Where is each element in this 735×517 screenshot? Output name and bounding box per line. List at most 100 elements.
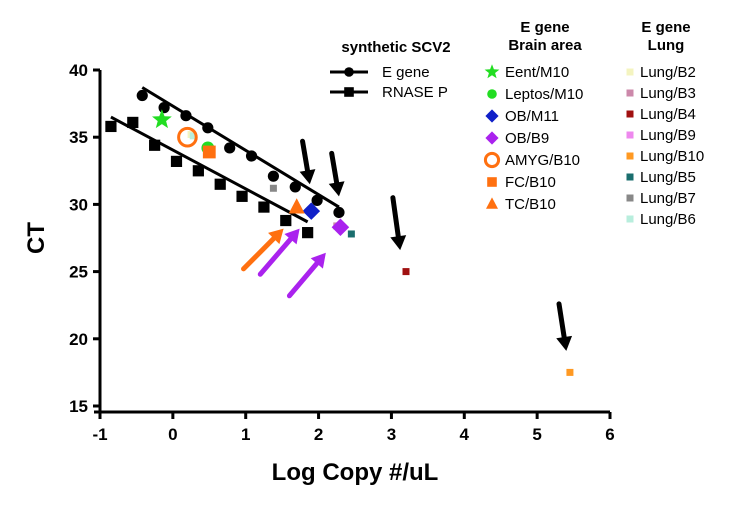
fit-line <box>110 115 309 224</box>
y-tick-label: 35 <box>69 128 88 147</box>
data-point <box>566 368 574 376</box>
annotation-arrowhead <box>390 235 407 251</box>
x-tick-label: 0 <box>168 425 177 444</box>
data-point <box>149 139 161 151</box>
data-point <box>192 165 204 177</box>
annotation-arrow <box>329 150 340 186</box>
annotation-arrow <box>390 195 401 239</box>
data-point <box>152 109 172 129</box>
data-point <box>267 170 279 182</box>
legend-label: RNASE P <box>382 84 448 101</box>
annotation-arrowhead <box>556 335 573 351</box>
legend-label: FC/B10 <box>505 174 556 191</box>
x-tick-label: 4 <box>460 425 470 444</box>
y-tick-label: 20 <box>69 330 88 349</box>
legend-marker <box>344 67 354 77</box>
data-point <box>136 89 148 102</box>
data-point <box>289 181 301 193</box>
legend-marker <box>485 131 499 145</box>
data-point <box>105 120 117 133</box>
legend-marker <box>484 64 500 79</box>
data-point <box>177 126 198 148</box>
legend-marker <box>626 173 634 181</box>
data-point <box>333 206 345 219</box>
x-tick-label: 6 <box>605 425 614 444</box>
legend-label: Lung/B5 <box>640 169 696 186</box>
legend-label: Lung/B7 <box>640 190 696 207</box>
legend-label: Eent/M10 <box>505 64 569 81</box>
legend-marker <box>487 89 497 99</box>
legend-title-brain: E gene Brain area <box>508 19 582 54</box>
legend-label: Lung/B3 <box>640 85 696 102</box>
annotation-arrowhead <box>284 228 300 245</box>
annotation-arrowhead <box>268 228 284 245</box>
annotation-arrowhead <box>310 252 326 269</box>
data-point <box>236 190 248 202</box>
data-point <box>224 142 236 154</box>
legend-label: Lung/B10 <box>640 148 704 165</box>
annotation-arrow <box>241 236 277 272</box>
fit-line <box>141 86 340 209</box>
y-tick-label: 30 <box>69 195 88 214</box>
annotation-arrow <box>286 260 320 299</box>
y-axis-title: CT <box>23 222 50 254</box>
legend-marker <box>486 197 498 209</box>
legend-marker <box>626 68 634 76</box>
annotation-arrowhead <box>299 169 316 185</box>
legend-label: TC/B10 <box>505 196 556 213</box>
x-tick-label: 5 <box>532 425 541 444</box>
annotation-arrow <box>556 301 567 340</box>
data-point <box>127 116 139 129</box>
legend-label: OB/B9 <box>505 130 549 147</box>
legend-marker <box>626 152 634 160</box>
data-point <box>402 268 410 276</box>
data-point <box>280 214 292 227</box>
data-point <box>170 155 183 167</box>
data-point <box>202 145 216 159</box>
legend-marker <box>344 87 354 97</box>
x-tick-label: -1 <box>92 425 107 444</box>
legend-marker <box>626 131 634 139</box>
data-point <box>202 122 214 134</box>
legend-label: Lung/B2 <box>640 64 696 81</box>
annotation-arrowhead <box>328 181 345 197</box>
data-point <box>180 110 192 122</box>
x-tick-label: 3 <box>387 425 396 444</box>
x-tick-label: 1 <box>241 425 250 444</box>
y-tick-label: 15 <box>69 397 88 416</box>
legend-label: Lung/B6 <box>640 211 696 228</box>
legend-label: E gene <box>382 64 430 81</box>
legend-marker <box>626 110 634 118</box>
y-tick-label: 40 <box>69 61 88 80</box>
legend-label: AMYG/B10 <box>505 152 580 169</box>
legend-label: OB/M11 <box>505 108 559 125</box>
data-point <box>288 198 305 214</box>
data-point <box>245 150 258 162</box>
annotation-arrow <box>300 138 310 173</box>
legend-marker <box>483 151 501 169</box>
legend-label: Leptos/M10 <box>505 86 583 103</box>
legend-marker <box>487 177 497 187</box>
legend-marker <box>485 109 499 123</box>
legend-label: Lung/B4 <box>640 106 696 123</box>
x-tick-label: 2 <box>314 425 323 444</box>
data-point <box>258 201 270 213</box>
y-tick-label: 25 <box>69 263 88 282</box>
x-axis-title: Log Copy #/uL <box>272 459 439 486</box>
legend-title-lung: E gene Lung <box>641 19 690 54</box>
legend-label: Lung/B9 <box>640 127 696 144</box>
data-point <box>347 230 355 238</box>
data-point <box>158 102 170 114</box>
legend-marker <box>626 89 634 97</box>
data-point <box>214 178 226 190</box>
data-point <box>302 202 321 220</box>
legend-title-standards: synthetic SCV2 <box>341 39 450 56</box>
data-point <box>189 132 197 140</box>
data-point <box>331 218 350 237</box>
data-point <box>302 227 314 239</box>
data-point <box>311 194 323 206</box>
legend-marker <box>626 215 634 223</box>
legend-marker <box>626 194 634 202</box>
data-point <box>269 184 277 192</box>
